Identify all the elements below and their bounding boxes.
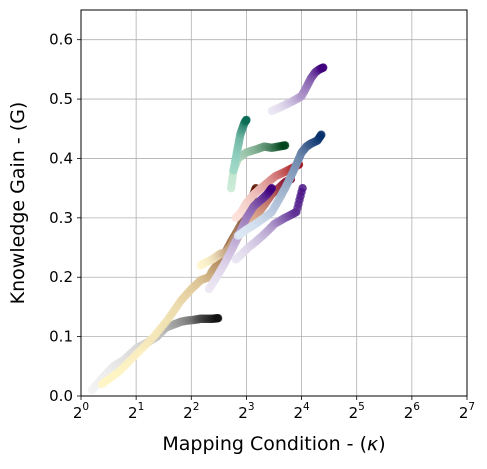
- series-purples-high: [267, 63, 328, 116]
- y-tick-label: 0.3: [49, 209, 73, 227]
- x-tick-label: 25: [349, 401, 365, 422]
- plot-frame: [80, 9, 468, 397]
- x-axis-ticks: 20 21 22 23 24 25 26 27: [73, 396, 475, 422]
- y-tick-label: 0.6: [49, 31, 73, 49]
- data-point: [267, 184, 276, 193]
- y-axis-label: Knowledge Gain - (G): [7, 102, 29, 305]
- series-purples-mid: [231, 184, 307, 264]
- x-tick-label: 22: [183, 401, 199, 422]
- y-tick-label: 0.1: [49, 328, 73, 346]
- x-axis-label: Mapping Condition - (κ): [162, 433, 385, 455]
- x-tick-label: 27: [459, 401, 475, 422]
- series-bugn: [229, 115, 251, 175]
- data-point: [242, 115, 251, 125]
- data-point: [280, 141, 290, 150]
- x-tick-label: 23: [238, 401, 254, 422]
- data-point: [317, 130, 326, 139]
- data-point: [319, 63, 328, 72]
- x-tick-label: 24: [293, 401, 310, 422]
- data-point: [298, 184, 307, 193]
- y-tick-label: 0.5: [49, 90, 73, 108]
- x-tick-label: 21: [128, 401, 144, 422]
- data-point: [213, 314, 223, 323]
- y-axis-ticks: 0.0 0.1 0.2 0.3 0.4 0.5 0.6: [49, 31, 81, 405]
- y-tick-label: 0.0: [49, 387, 73, 405]
- y-tick-label: 0.4: [49, 149, 73, 167]
- y-tick-label: 0.2: [49, 268, 73, 286]
- x-tick-label: 20: [73, 401, 89, 422]
- series-blues: [233, 130, 326, 240]
- data-points: [87, 63, 328, 395]
- x-tick-label: 26: [404, 401, 421, 422]
